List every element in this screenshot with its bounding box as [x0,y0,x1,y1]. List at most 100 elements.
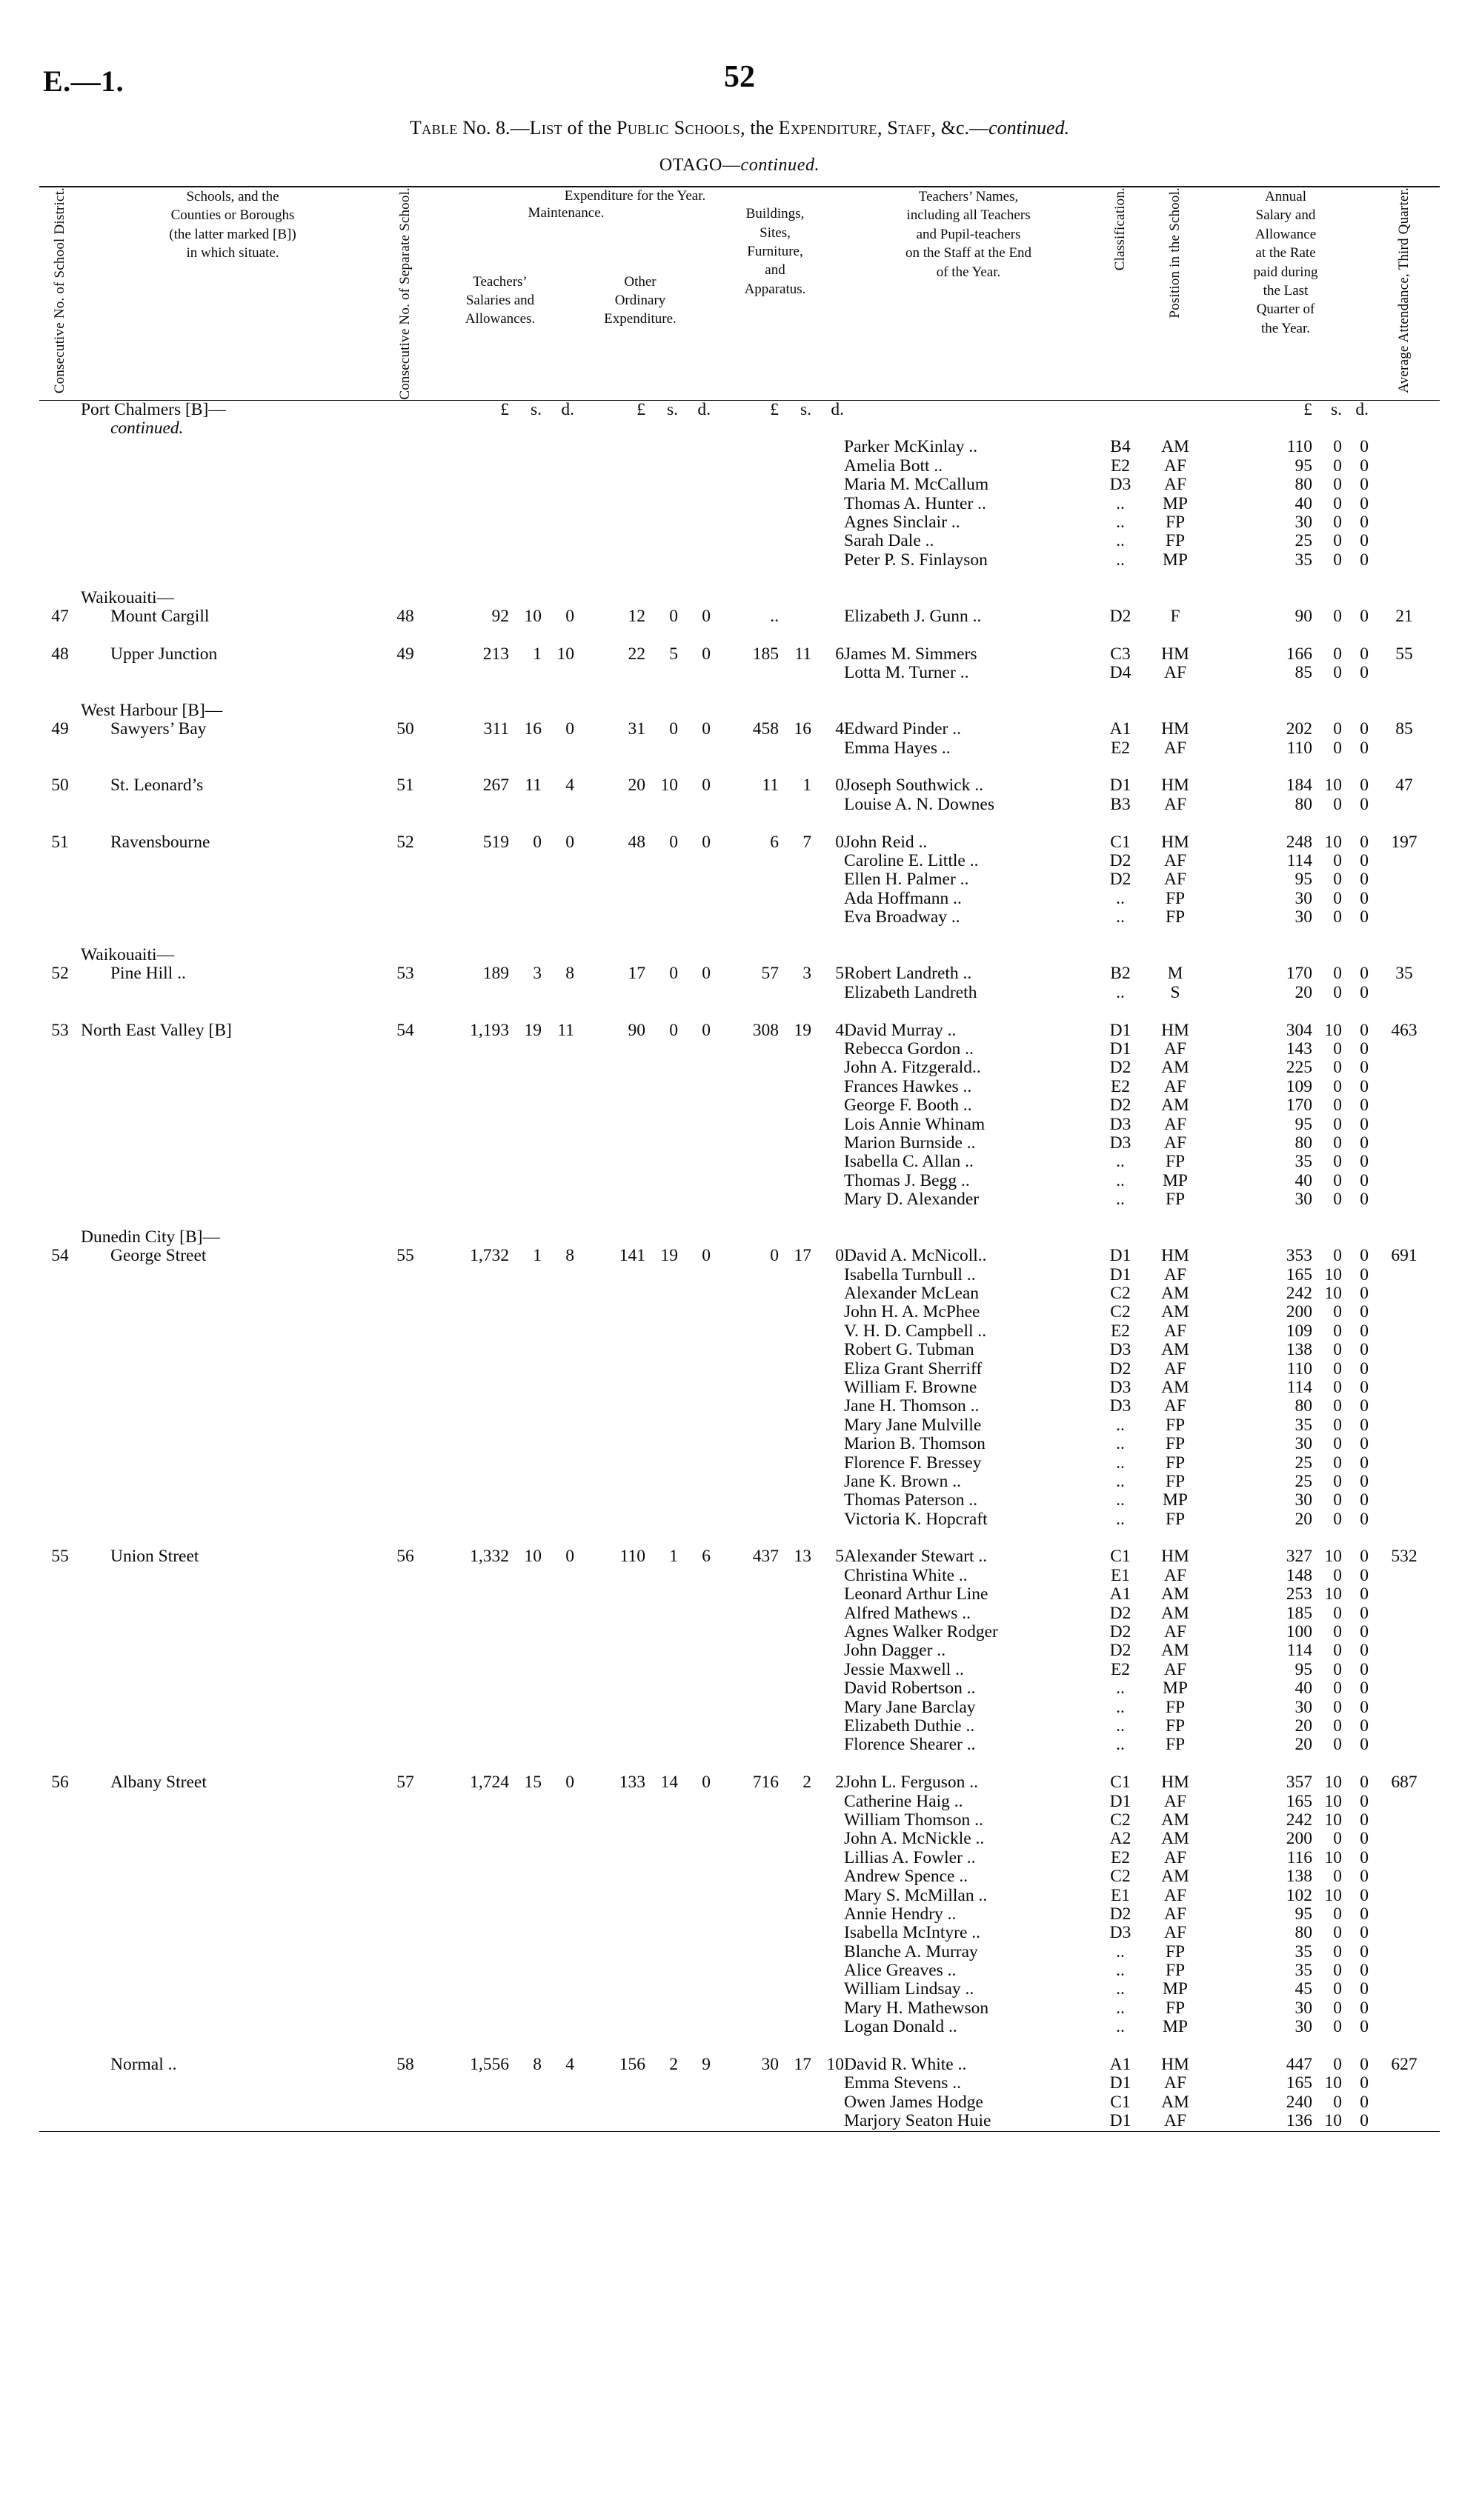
classification-value: D1 [1109,1791,1131,1811]
money-value: 110 0 0 [1286,437,1369,457]
teacher-name: Rebecca Gordon .. [844,1039,974,1059]
teacher-name: David Murray .. [844,1020,957,1040]
school-number: 52 [396,832,414,852]
school-number: 48 [396,606,414,626]
money-value: 40 0 0 [1294,1170,1369,1190]
teacher-name: Isabella Turnbull .. [844,1264,976,1284]
position-value: AF [1163,794,1187,814]
money-value: 242 10 0 [1286,1810,1369,1830]
annual-salary-header-line-8: the Year. [1261,320,1310,336]
position-value: HM [1161,1246,1189,1266]
classification-value: C2 [1110,1810,1131,1830]
position-value: AM [1161,437,1189,457]
teacher-name: Thomas Paterson .. [844,1490,978,1510]
district-number: 49 [51,719,69,739]
district-number: 50 [51,776,69,796]
attendance-value: 687 [1391,1773,1417,1793]
teacher-name: Marion B. Thomson [844,1434,986,1454]
money-value: 35 0 0 [1294,1152,1369,1172]
annual-salary-header-line-4: at the Rate [1255,245,1316,261]
position-value: FP [1165,513,1186,532]
money-value: 165 10 0 [1286,2073,1369,2093]
money-value: 100 0 0 [1286,1622,1369,1642]
teacher-name: Agnes Walker Rodger [844,1622,998,1642]
subcaption-continued: continued. [740,156,820,175]
teacher-name: Elizabeth J. Gunn .. [844,606,982,626]
annual-salary-column: £s.d..11000950080004000300025003500..900… [1203,400,1369,2131]
school-number: 58 [396,2055,414,2075]
district-number: 51 [51,832,69,852]
teacher-name: Louise A. N. Downes [844,794,995,814]
money-value: 242 10 0 [1286,1284,1369,1304]
position-value: AM [1161,1377,1189,1397]
money-value: 200 0 0 [1286,1302,1369,1322]
classification-value: E1 [1110,1565,1131,1585]
classification-value: .. [1116,1453,1125,1473]
teacher-name: Mary Jane Barclay [844,1697,976,1717]
position-value: AM [1161,1584,1189,1604]
teacher-name: Andrew Spence .. [844,1867,968,1887]
school-number-column: ...........48.49...50..51..52......53..5… [385,400,426,2131]
classification-value: .. [1116,1941,1125,1961]
classification-value: .. [1116,1471,1125,1491]
classification-value: D1 [1109,2111,1131,2131]
teacher-name: Alice Greaves .. [844,1961,957,1981]
money-value: 353 0 0 [1286,1246,1369,1266]
money-value: 519 0 0 [482,832,574,852]
classification-value: .. [1116,1979,1125,1999]
position-value: AM [1161,1867,1189,1887]
classification-value: .. [1116,531,1125,551]
teacher-name: Jane H. Thomson .. [844,1396,980,1416]
money-value: 165 10 0 [1286,1264,1369,1284]
classification-value: .. [1116,1434,1125,1454]
money-value: 31 0 0 [628,719,711,739]
classification-value: E2 [1110,1847,1131,1867]
classification-value: A1 [1109,2055,1131,2075]
position-value: AM [1161,1058,1189,1078]
money-value: 170 0 0 [1286,1096,1369,1116]
classification-value: .. [1116,1697,1125,1717]
money-value: 184 10 0 [1286,776,1369,796]
teacher-name: Elizabeth Landreth [844,982,977,1002]
money-value: 95 0 0 [1294,1114,1369,1134]
money-value: 48 0 0 [628,832,711,852]
classification-value: .. [1116,907,1125,927]
school-name: Dunedin City [B]— [80,1227,220,1247]
position-value: FP [1165,1941,1186,1961]
buildings-header-line-1: Buildings, [745,206,805,222]
money-value: 136 10 0 [1286,2111,1369,2131]
position-value: AF [1163,1791,1187,1811]
annual-salary-header-line-7: Quarter of [1256,301,1315,318]
classification-value: E2 [1110,738,1131,758]
classification-value: A1 [1109,719,1131,739]
currency-header: £ s. d. [770,399,845,419]
teacher-name: John Reid .. [844,832,928,852]
annual-salary-header-line-3: Allowance [1254,226,1317,242]
money-value: 165 10 0 [1286,1791,1369,1811]
classification-value: .. [1116,1170,1125,1190]
money-value: 156 2 9 [619,2055,711,2075]
teacher-name: Marjory Seaton Huie [844,2111,991,2131]
teachers-salaries-column: £s.d...........92100.213110...311160..26… [426,400,574,2131]
money-value: 304 10 0 [1286,1020,1369,1040]
position-value: FP [1165,1190,1186,1210]
teacher-name: Maria M. McCallum [844,475,989,495]
classification-value: D4 [1109,663,1131,683]
position-value: AF [1163,2111,1187,2131]
money-value: 30 0 0 [1294,2017,1369,2037]
position-value: M [1167,964,1183,984]
schools-header-line-4: in which situate. [186,245,279,261]
money-value: 17 0 0 [628,964,711,984]
teacher-name: William F. Browne [844,1377,977,1397]
caption-etc: &c.— [940,117,989,139]
position-value: AF [1163,2073,1187,2093]
classification-value: C1 [1110,2092,1131,2112]
attendance-value: 35 [1395,964,1413,984]
teachers-salaries-header-line-1: Teachers’ [473,273,528,290]
money-value: 166 0 0 [1286,644,1369,664]
teacher-name: Jessie Maxwell .. [844,1659,964,1679]
teacher-name: John A. Fitzgerald.. [844,1058,981,1078]
money-value: 45 0 0 [1294,1979,1369,1999]
money-value: 80 0 0 [1294,1396,1369,1416]
money-value: 90 0 0 [1294,606,1369,626]
